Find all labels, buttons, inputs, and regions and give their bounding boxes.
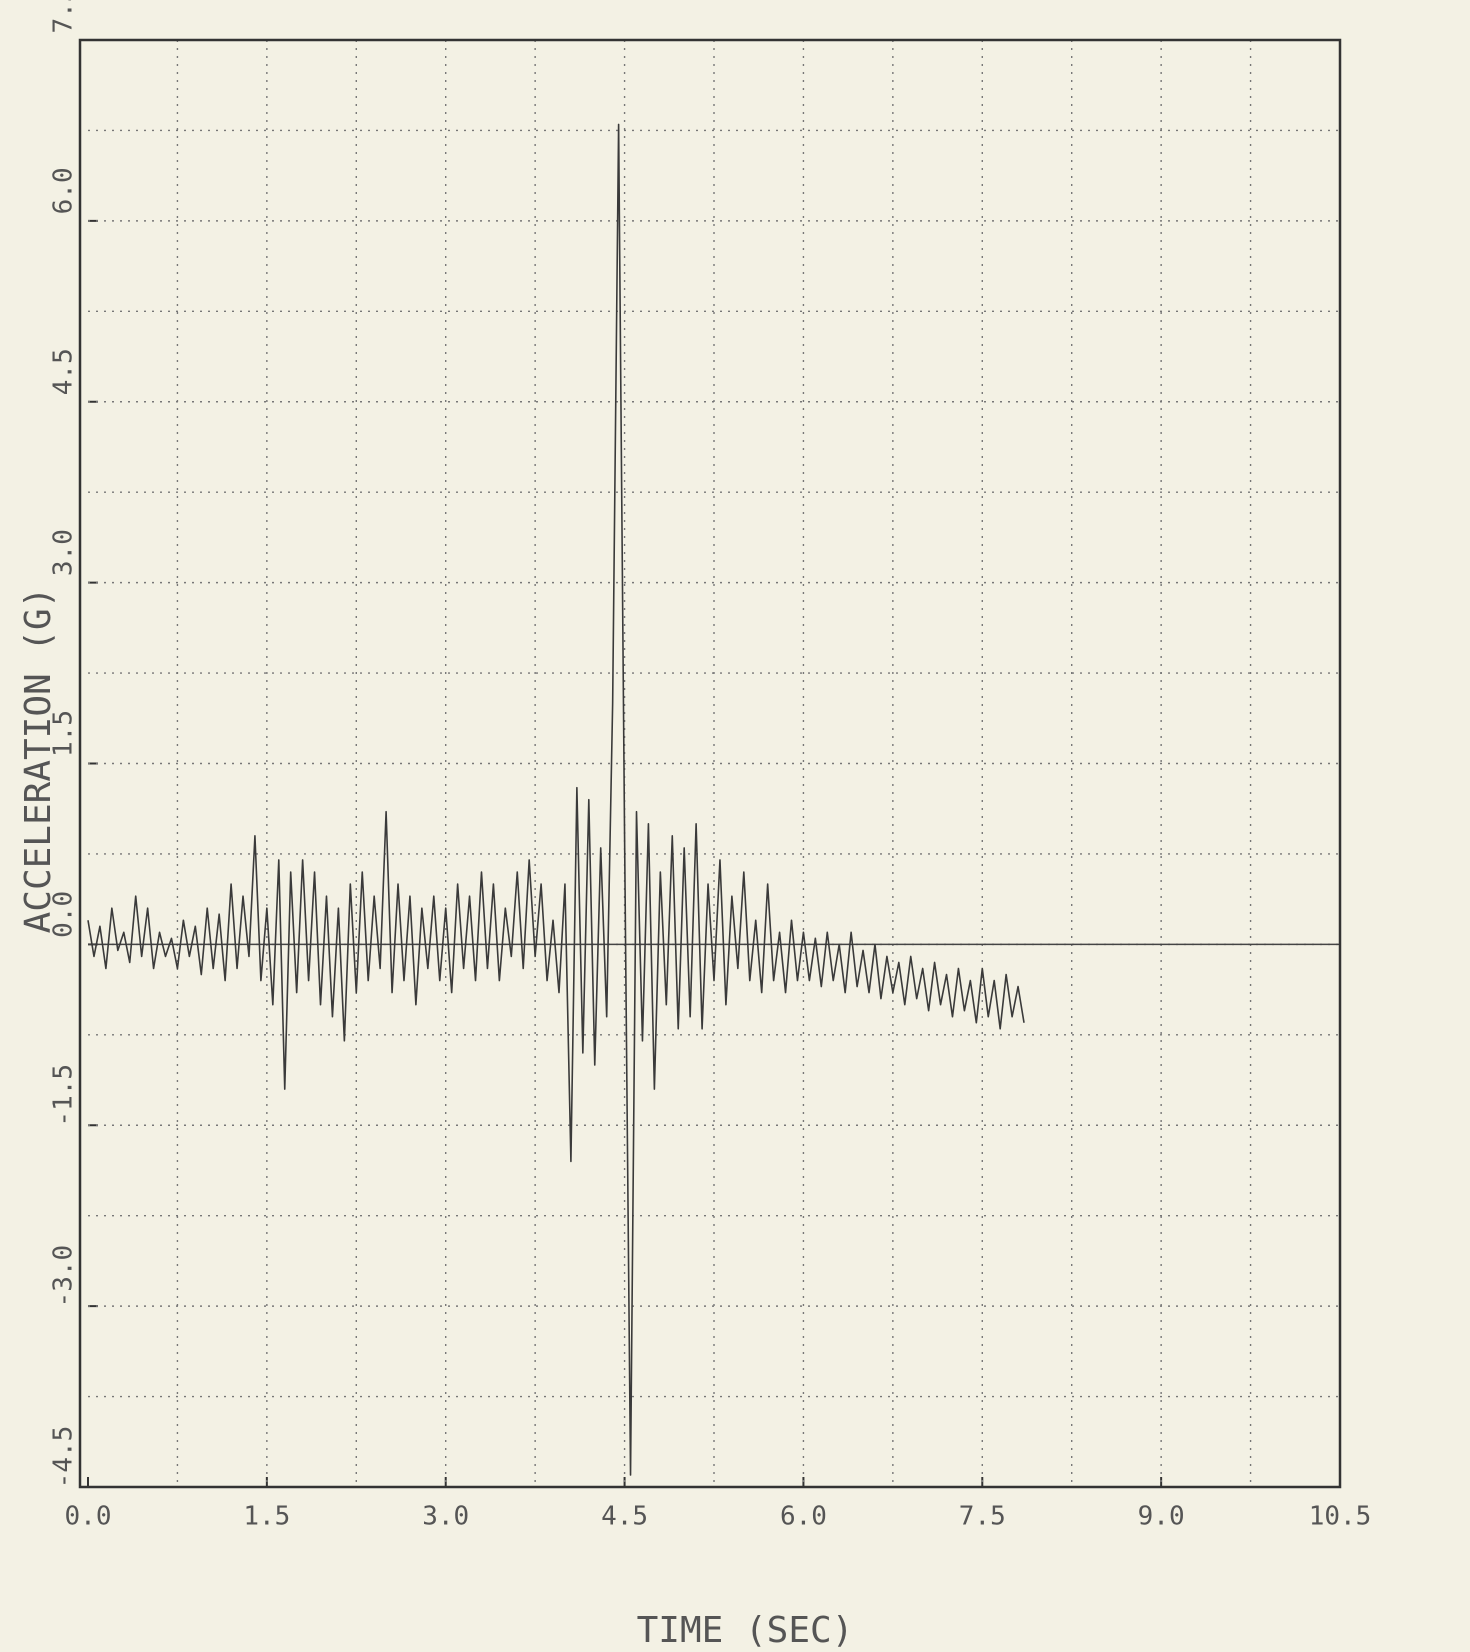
y-tick-label: -3.0	[49, 1245, 79, 1308]
y-tick-label: 4.5	[49, 348, 79, 395]
plot-frame	[78, 38, 1342, 1489]
y-tick-label: 0.0	[49, 891, 79, 938]
series-line	[87, 123, 1025, 1476]
y-tick-label: -1.5	[49, 1064, 79, 1127]
x-axis-label: TIME (SEC)	[637, 1610, 854, 1651]
x-tick-label: 7.5	[959, 1502, 1006, 1532]
x-tick-label: 4.5	[601, 1502, 648, 1532]
y-tick-label: 7.5	[49, 0, 79, 33]
x-tick-label: 6.0	[780, 1502, 827, 1532]
x-tick-label: 3.0	[422, 1502, 469, 1532]
x-tick-label: 1.5	[243, 1502, 290, 1532]
y-tick-label: 6.0	[49, 167, 79, 214]
y-tick-label: 3.0	[49, 529, 79, 576]
x-tick-label: 9.0	[1138, 1502, 1185, 1532]
x-tick-label: 10.5	[1309, 1502, 1372, 1532]
y-tick-label: 1.5	[49, 710, 79, 757]
x-tick-label: 0.0	[65, 1502, 112, 1532]
y-tick-label: -4.5	[49, 1426, 79, 1489]
y-axis-label: ACCELERATION (G)	[18, 587, 59, 934]
